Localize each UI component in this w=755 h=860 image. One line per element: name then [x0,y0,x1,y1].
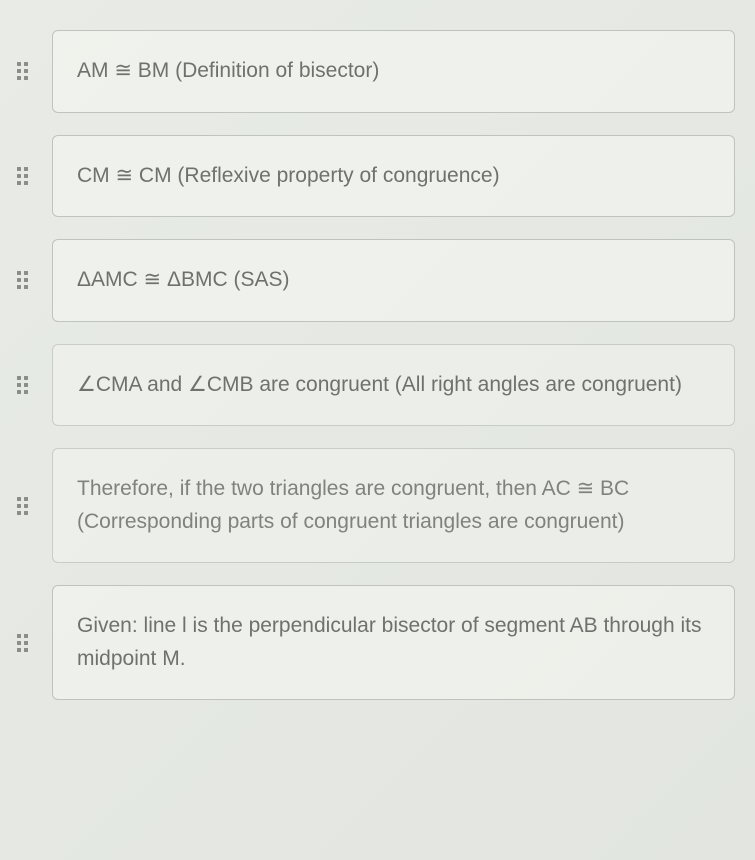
proof-step-card[interactable]: ∠CMA and ∠CMB are congruent (All right a… [52,344,735,427]
proof-step-text: Therefore, if the two triangles are cong… [77,477,629,533]
proof-step-text: CM ≅ CM (Reflexive property of congruenc… [77,164,500,187]
proof-step-row[interactable]: ΔAMC ≅ ΔBMC (SAS) [10,239,735,322]
proof-step-row[interactable]: AM ≅ BM (Definition of bisector) [10,30,735,113]
drag-handle-icon[interactable] [10,271,34,289]
proof-step-row[interactable]: Given: line l is the perpendicular bisec… [10,585,735,700]
proof-step-card[interactable]: ΔAMC ≅ ΔBMC (SAS) [52,239,735,322]
proof-step-row[interactable]: CM ≅ CM (Reflexive property of congruenc… [10,135,735,218]
drag-handle-icon[interactable] [10,62,34,80]
drag-handle-icon[interactable] [10,497,34,515]
proof-step-row[interactable]: Therefore, if the two triangles are cong… [10,448,735,563]
proof-step-card[interactable]: CM ≅ CM (Reflexive property of congruenc… [52,135,735,218]
proof-step-card[interactable]: AM ≅ BM (Definition of bisector) [52,30,735,113]
drag-handle-icon[interactable] [10,376,34,394]
proof-step-row[interactable]: ∠CMA and ∠CMB are congruent (All right a… [10,344,735,427]
proof-step-text: AM ≅ BM (Definition of bisector) [77,59,379,82]
drag-handle-icon[interactable] [10,634,34,652]
proof-step-card[interactable]: Therefore, if the two triangles are cong… [52,448,735,563]
proof-step-text: ΔAMC ≅ ΔBMC (SAS) [77,268,290,291]
proof-step-text: ∠CMA and ∠CMB are congruent (All right a… [77,373,682,396]
drag-handle-icon[interactable] [10,167,34,185]
proof-step-text: Given: line l is the perpendicular bisec… [77,614,702,670]
proof-step-card[interactable]: Given: line l is the perpendicular bisec… [52,585,735,700]
